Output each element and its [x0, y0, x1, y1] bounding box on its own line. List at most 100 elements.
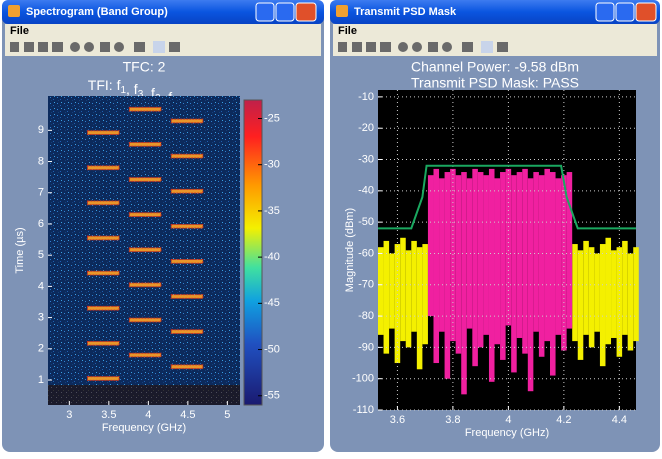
- burst: [87, 130, 120, 136]
- window-title: Spectrogram (Band Group): [26, 6, 168, 18]
- spectrum-bin: [422, 244, 428, 345]
- tool-icon[interactable]: [338, 42, 347, 52]
- x-tick-label: 3.5: [101, 409, 116, 421]
- tool-icon[interactable]: [52, 42, 63, 52]
- burst: [170, 118, 204, 124]
- close-button[interactable]: [635, 2, 657, 22]
- spectrum-bin: [405, 250, 412, 348]
- spectrum-bin: [394, 244, 401, 364]
- spectrum-bin: [522, 168, 528, 354]
- burst: [128, 317, 162, 323]
- tool-icon[interactable]: [38, 42, 48, 52]
- spectrum-bin: [411, 240, 417, 332]
- tool-icon[interactable]: [366, 42, 376, 52]
- chart-title: Channel Power: -9.58 dBm: [411, 59, 579, 75]
- maximize-button[interactable]: [615, 2, 635, 22]
- y-axis-label: Magnitude (dBm): [344, 208, 356, 292]
- y-tick-label: 1: [38, 374, 44, 386]
- title-bar: [2, 0, 324, 24]
- tool-icon[interactable]: [428, 42, 438, 52]
- tool-icon[interactable]: [114, 42, 124, 52]
- colorbar-tick-label: -55: [264, 390, 280, 402]
- spectrum-bin: [466, 178, 473, 329]
- spectrum-bin: [455, 175, 462, 354]
- x-tick-label: 4.2: [556, 414, 571, 426]
- spectrum-bin: [461, 172, 467, 395]
- tool-icon[interactable]: [70, 42, 80, 52]
- x-tick-label: 3: [66, 409, 72, 421]
- noise-floor: [48, 385, 240, 405]
- tool-icon[interactable]: [412, 42, 422, 52]
- y-tick-label: 5: [38, 249, 44, 261]
- burst: [170, 259, 204, 264]
- burst: [87, 340, 120, 346]
- y-tick-label: -50: [358, 216, 374, 228]
- spectrum-bin: [477, 172, 484, 348]
- burst: [128, 352, 162, 358]
- y-axis-label: Time (µs): [14, 227, 26, 273]
- burst: [87, 235, 120, 241]
- close-button[interactable]: [295, 2, 317, 22]
- menu-item[interactable]: File: [10, 25, 29, 37]
- tool-icon[interactable]: [481, 41, 493, 53]
- colorbar: [243, 99, 263, 406]
- x-axis-label: Frequency (GHz): [465, 427, 549, 439]
- x-tick-label: 4: [505, 414, 511, 426]
- tool-icon[interactable]: [153, 41, 165, 53]
- tool-icon[interactable]: [10, 42, 19, 52]
- y-tick-label: -10: [358, 91, 374, 103]
- x-tick-label: 3.6: [390, 414, 405, 426]
- spectrum-bin: [633, 247, 639, 342]
- y-tick-label: -90: [358, 341, 374, 353]
- menu-item[interactable]: File: [338, 25, 357, 37]
- x-tick-label: 4.5: [180, 409, 195, 421]
- burst: [87, 270, 120, 276]
- spectrum-bin: [494, 178, 501, 345]
- tool-icon[interactable]: [380, 42, 391, 52]
- x-tick-label: 3.8: [445, 414, 460, 426]
- tool-icon[interactable]: [352, 42, 362, 52]
- burst: [170, 153, 204, 159]
- tool-icon[interactable]: [442, 42, 452, 52]
- y-tick-label: 7: [38, 187, 44, 199]
- tool-icon[interactable]: [134, 42, 145, 52]
- y-tick-label: -40: [358, 185, 374, 197]
- spectrum-bin: [550, 172, 556, 376]
- burst: [170, 329, 204, 335]
- spectrum-bin: [516, 172, 523, 338]
- maximize-button[interactable]: [275, 2, 295, 22]
- y-tick-label: -20: [358, 122, 374, 134]
- tool-icon[interactable]: [169, 42, 180, 52]
- burst: [87, 200, 120, 206]
- spectrum-bin: [483, 175, 489, 335]
- minimize-button[interactable]: [255, 2, 275, 22]
- x-tick-label: 4.4: [612, 414, 627, 426]
- colorbar-tick-label: -30: [264, 159, 280, 171]
- y-tick-label: 6: [38, 218, 44, 230]
- tool-icon[interactable]: [24, 42, 34, 52]
- x-tick-label: 4: [145, 409, 151, 421]
- spectrum-bin: [616, 247, 623, 357]
- spectrum-bin: [378, 247, 384, 335]
- x-tick-label: 5: [224, 409, 230, 421]
- y-tick-label: -60: [358, 247, 374, 259]
- minimize-button[interactable]: [595, 2, 615, 22]
- burst: [128, 106, 162, 112]
- spectrum-bin: [500, 172, 506, 360]
- spectrum-bin: [389, 253, 395, 329]
- colorbar-tick-label: -25: [264, 112, 280, 124]
- chart-subtitle: Transmit PSD Mask: PASS: [411, 75, 579, 91]
- spectrum-bin: [555, 178, 562, 335]
- tool-icon[interactable]: [462, 42, 473, 52]
- toolbar-icons: [338, 41, 508, 53]
- tool-icon[interactable]: [100, 42, 110, 52]
- tool-icon[interactable]: [84, 42, 94, 52]
- y-tick-label: 8: [38, 155, 44, 167]
- spectrum-bin: [588, 247, 595, 348]
- tool-icon[interactable]: [497, 42, 508, 52]
- tool-icon[interactable]: [398, 42, 408, 52]
- spectrum-bin: [577, 250, 584, 360]
- spectrum-bin: [488, 168, 495, 382]
